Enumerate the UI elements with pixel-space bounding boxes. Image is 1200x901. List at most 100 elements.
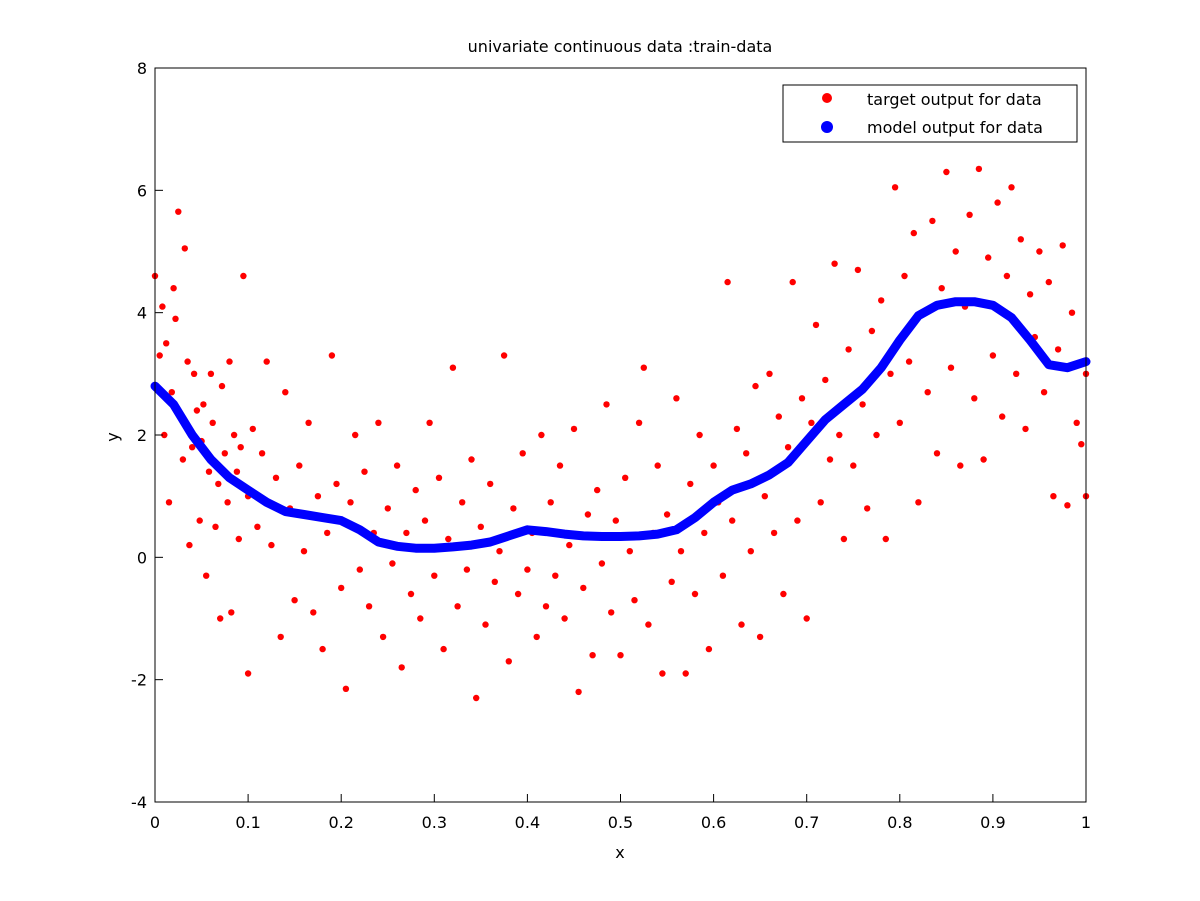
target-point [691, 590, 699, 598]
target-point [454, 603, 461, 610]
legend-label-model: model output for data [867, 118, 1043, 137]
target-point [519, 450, 526, 457]
y-tick-label: -2 [131, 671, 147, 690]
target-point [230, 431, 238, 439]
legend-box [782, 84, 1078, 143]
x-tick-label: 0.1 [235, 813, 260, 832]
target-point [854, 266, 862, 274]
target-point [999, 413, 1006, 420]
target-point [682, 670, 689, 677]
target-point [556, 462, 564, 469]
target-point [617, 652, 624, 659]
target-point [770, 529, 778, 537]
target-point [905, 358, 913, 365]
target-point [249, 425, 256, 433]
target-point [1026, 291, 1034, 298]
target-point [733, 425, 741, 433]
target-point [168, 389, 175, 396]
target-point [333, 480, 340, 488]
target-point [775, 413, 782, 420]
target-point [696, 431, 703, 439]
target-point [445, 535, 452, 543]
target-point [575, 688, 582, 696]
target-point [361, 468, 368, 475]
target-point [677, 548, 685, 555]
target-point [612, 517, 619, 524]
target-point [798, 395, 806, 402]
target-point [314, 493, 322, 500]
target-point [268, 541, 275, 549]
target-point [170, 285, 177, 292]
target-point [561, 615, 568, 622]
target-point [584, 511, 592, 518]
target-point [193, 407, 201, 414]
target-point [459, 499, 466, 506]
target-point [205, 468, 213, 475]
target-point [705, 645, 713, 653]
target-point [491, 578, 498, 585]
target-point [1050, 493, 1057, 500]
target-point [985, 254, 992, 261]
target-point [859, 401, 866, 408]
target-point [1022, 425, 1029, 433]
target-point [1068, 309, 1076, 316]
target-point [215, 480, 222, 488]
target-point [1045, 278, 1053, 286]
target-point [186, 541, 193, 549]
target-point [887, 370, 894, 377]
x-tick-label: 0 [150, 813, 160, 832]
plot-area [150, 165, 1091, 702]
target-point [836, 431, 843, 439]
target-point [761, 493, 768, 500]
target-point [710, 462, 717, 469]
target-point [226, 358, 233, 365]
target-point [868, 327, 876, 335]
target-point [654, 462, 661, 469]
target-point [929, 217, 936, 225]
target-point [663, 511, 671, 518]
target-point [224, 499, 231, 506]
target-point [971, 395, 978, 402]
target-point [209, 419, 216, 426]
target-point [1064, 502, 1071, 509]
target-point [477, 523, 484, 530]
target-point [891, 184, 899, 191]
target-point [864, 505, 871, 512]
target-point [244, 670, 252, 677]
target-point [184, 358, 191, 365]
target-point [840, 535, 848, 543]
target-point [738, 621, 745, 628]
target-point [910, 229, 917, 237]
target-point [228, 609, 235, 616]
target-point [635, 419, 643, 426]
x-tick-label: 0.9 [980, 813, 1005, 832]
target-point [207, 370, 215, 377]
target-point [878, 297, 885, 304]
axis-ticks: 0 0.1 0.2 0.3 0.4 0.5 0.6 0.7 0.8 0.9 1 -4 -2 0 2 4 6 8 [131, 59, 1091, 832]
target-point [724, 278, 731, 286]
target-point [1036, 248, 1043, 255]
x-tick-label: 0.7 [794, 813, 819, 832]
target-point [901, 272, 908, 280]
target-point [282, 389, 289, 396]
target-point [989, 352, 997, 359]
target-point [263, 358, 270, 365]
target-point [673, 395, 680, 402]
target-point [440, 645, 447, 653]
target-point [603, 401, 610, 408]
target-point [347, 499, 354, 506]
target-point [659, 670, 666, 677]
target-point [1073, 419, 1080, 426]
target-point [431, 572, 438, 579]
target-point [163, 340, 170, 347]
chart-title: univariate continuous data :train-data [468, 37, 773, 56]
target-point [384, 505, 391, 512]
target-point [352, 431, 359, 439]
target-point [766, 370, 773, 377]
target-point [622, 474, 629, 481]
target-point [594, 486, 601, 494]
target-point [203, 572, 210, 579]
target-point [626, 548, 633, 555]
